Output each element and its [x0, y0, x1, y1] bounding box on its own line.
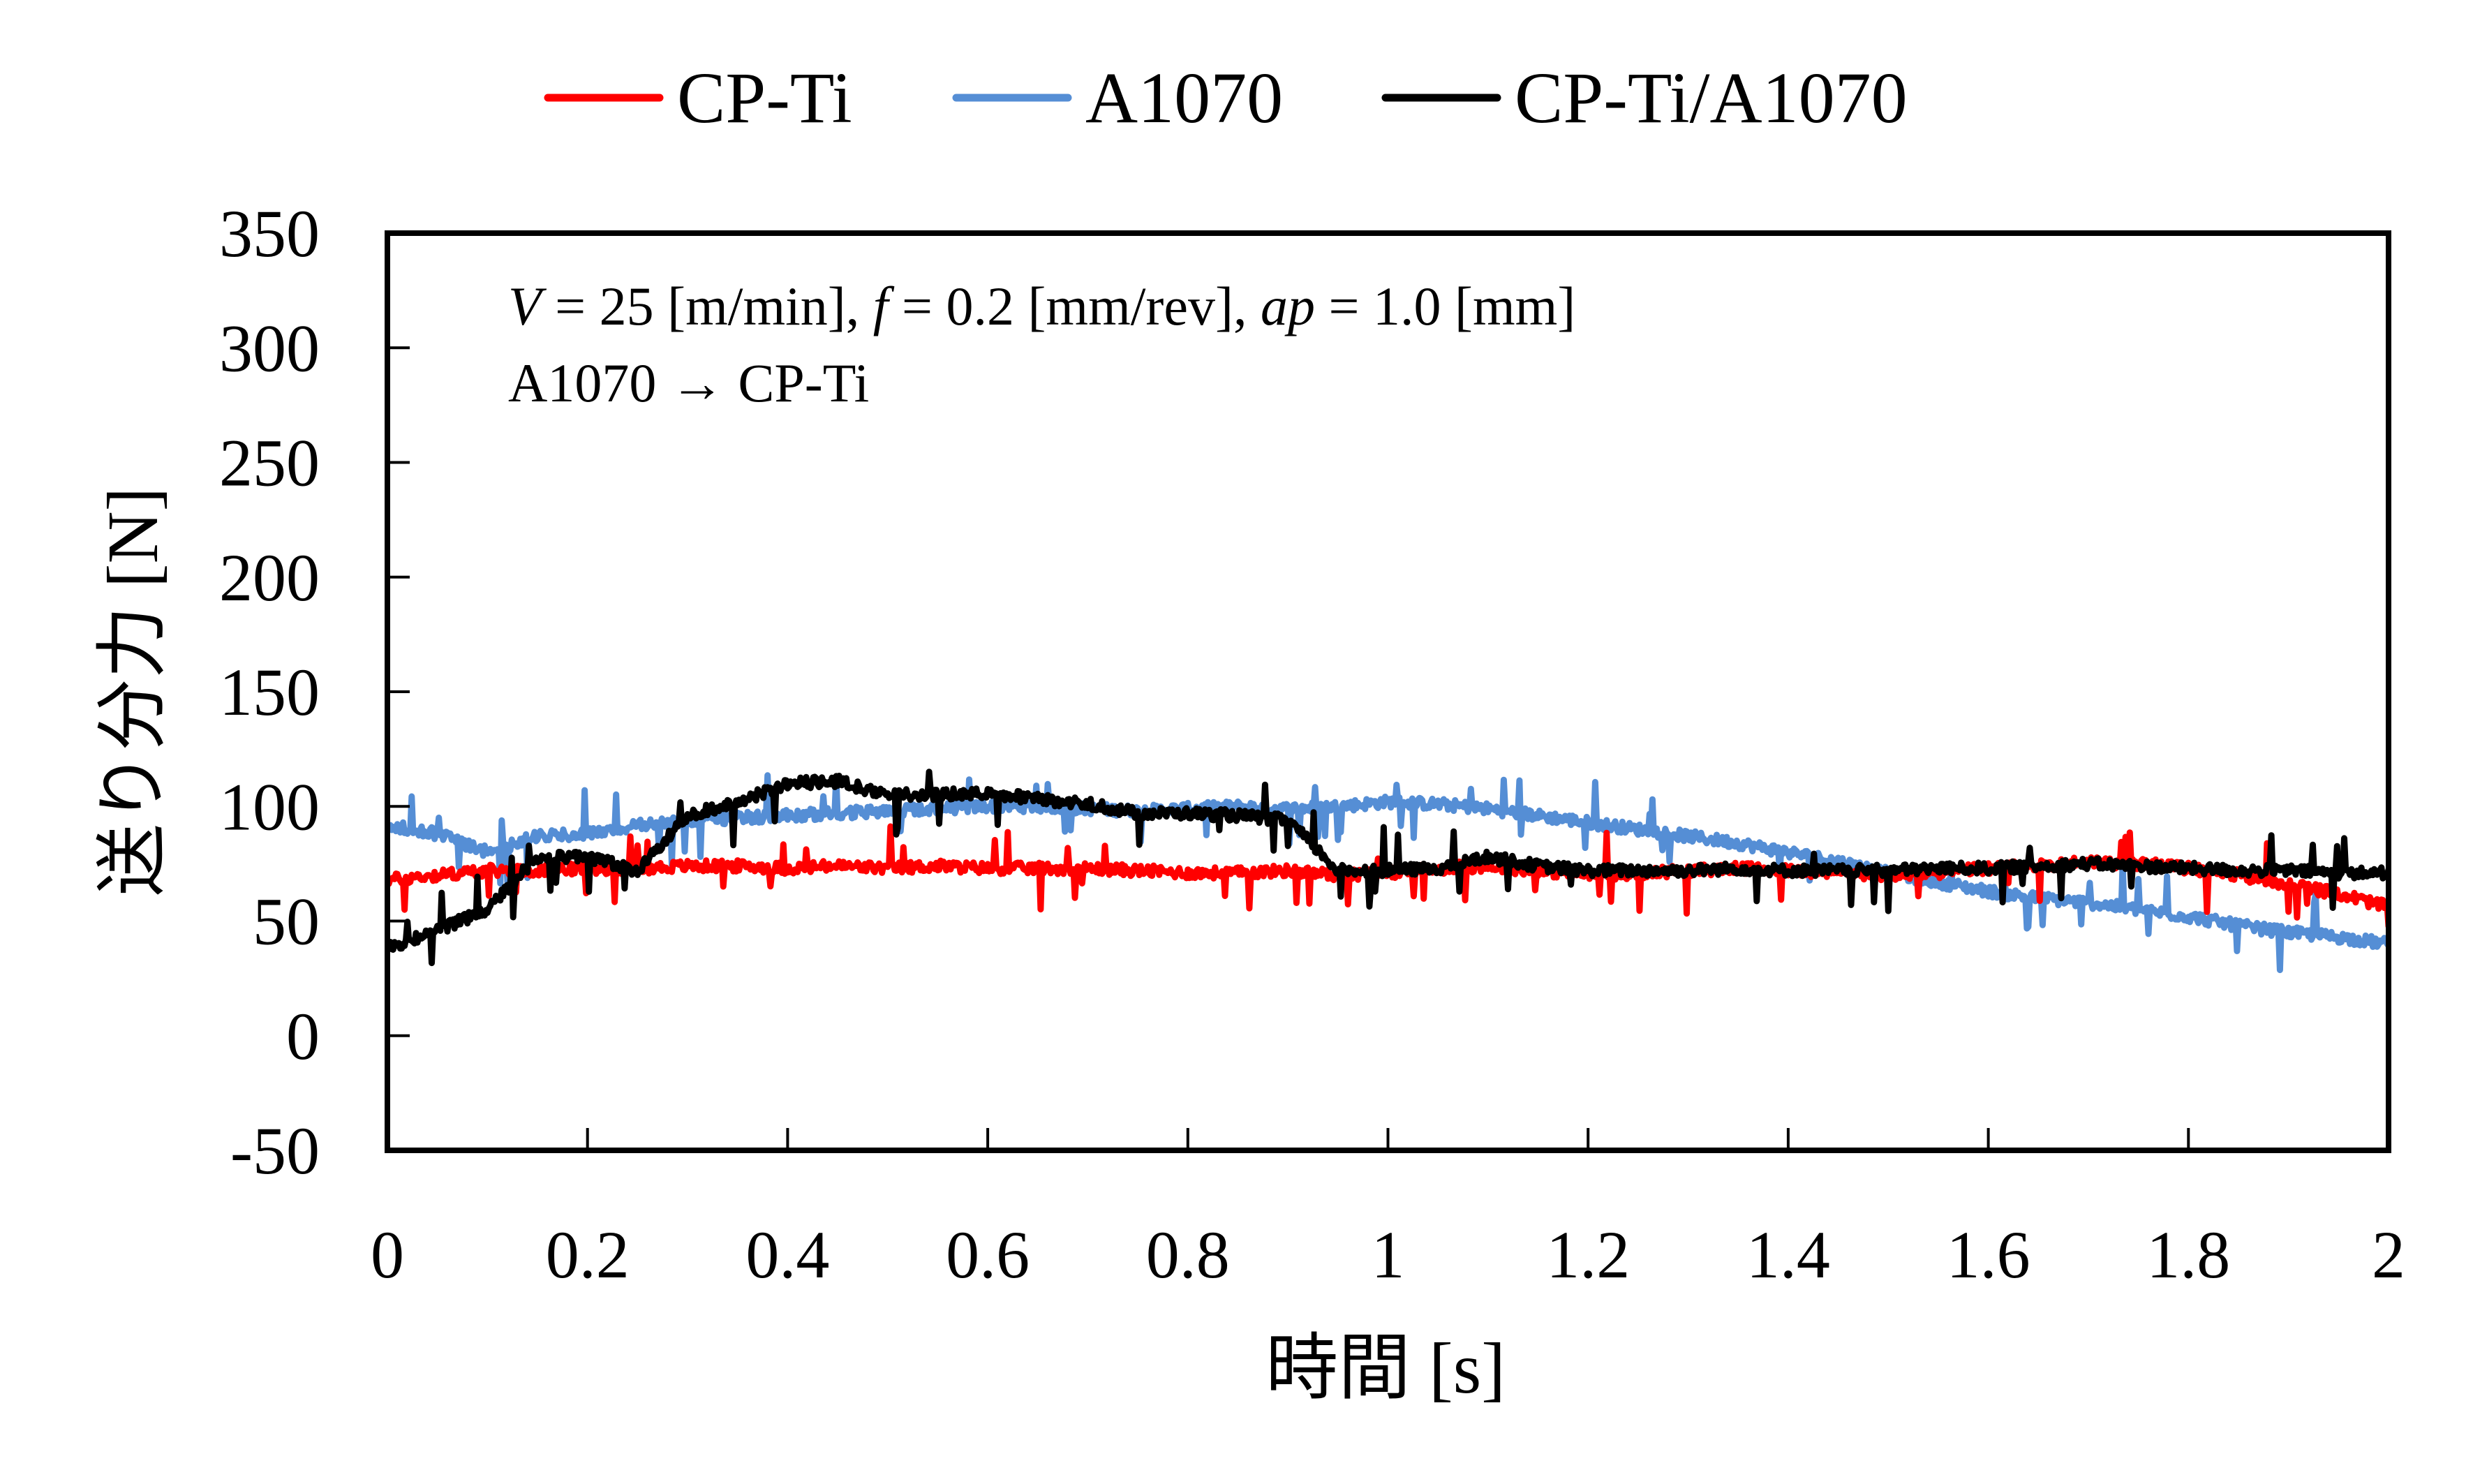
y-tick-label: 350: [219, 196, 320, 271]
legend-label: A1070: [1085, 58, 1283, 138]
x-tick-label: 1: [1372, 1217, 1405, 1292]
cutting-conditions-annotation: V = 25 [m/min], f = 0.2 [mm/rev], ap = 1…: [508, 276, 1575, 336]
x-axis-title: 時間 [s]: [1265, 1328, 1506, 1409]
x-tick-label: 0.4: [745, 1217, 829, 1292]
y-tick-label: 50: [253, 884, 320, 959]
x-tick-label: 1.2: [1546, 1217, 1630, 1292]
cutting-order-annotation: A1070 → CP-Ti: [508, 353, 869, 413]
x-tick-label: 0.6: [946, 1217, 1030, 1292]
y-axis-ticks: [387, 232, 410, 1152]
y-tick-label: 250: [219, 426, 320, 500]
x-tick-label: 1.4: [1746, 1217, 1830, 1292]
x-tick-label: 0.2: [546, 1217, 630, 1292]
legend-label: CP-Ti/A1070: [1515, 58, 1908, 138]
y-tick-label: 150: [219, 655, 320, 729]
x-axis-ticks: [386, 1128, 2390, 1150]
y-axis-tick-labels: -50 0 50 100 150 200 250 300 350: [219, 196, 320, 1188]
y-tick-label: 0: [286, 999, 320, 1074]
x-tick-label: 2: [2372, 1217, 2405, 1292]
legend: CP-Ti A1070 CP-Ti/A1070: [544, 58, 1908, 138]
legend-label: CP-Ti: [677, 58, 852, 138]
y-axis-title: 送り分力 [N]: [93, 487, 173, 896]
y-tick-label: 100: [219, 769, 320, 844]
series-layer: [387, 769, 2389, 974]
y-tick-label: -50: [230, 1113, 320, 1188]
series-line-a1070: [387, 772, 2389, 974]
series-line-cp-ti-a1070: [387, 769, 2389, 967]
legend-item: CP-Ti: [544, 58, 852, 138]
y-tick-label: 300: [219, 311, 320, 385]
legend-item: CP-Ti/A1070: [1381, 58, 1908, 138]
x-tick-label: 0: [371, 1217, 404, 1292]
y-tick-label: 200: [219, 540, 320, 615]
x-axis-tick-labels: 0 0.2 0.4 0.6 0.8 1 1.2 1.4 1.6 1.8 2: [371, 1217, 2405, 1292]
plot-frame: [385, 230, 2391, 1153]
x-tick-label: 1.8: [2146, 1217, 2230, 1292]
legend-item: A1070: [952, 58, 1283, 138]
x-tick-label: 0.8: [1146, 1217, 1230, 1292]
x-tick-label: 1.6: [1947, 1217, 2030, 1292]
